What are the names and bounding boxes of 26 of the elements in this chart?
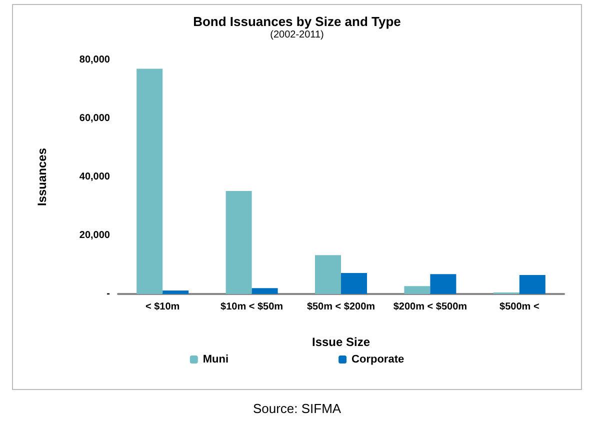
x-tick-label: $10m < $50m xyxy=(220,302,284,312)
bar xyxy=(226,191,252,294)
y-tick-label: 40,000 xyxy=(79,172,110,182)
y-tick-label: 60,000 xyxy=(79,113,110,124)
bar xyxy=(404,286,430,294)
source-note: Source: SIFMA xyxy=(252,401,342,416)
y-tick-label: 20,000 xyxy=(79,230,110,241)
x-tick-label: < $10m xyxy=(146,302,180,312)
bar xyxy=(315,255,341,294)
bar xyxy=(252,288,278,294)
chart-title: Bond Issuances by Size and Type xyxy=(193,14,401,29)
bar xyxy=(162,290,189,294)
x-axis-title: Issue Size xyxy=(312,335,370,349)
x-tick-label: $200m < $500m xyxy=(393,302,468,312)
legend-label: Corporate xyxy=(352,354,404,366)
bar xyxy=(519,274,546,294)
bar xyxy=(430,274,456,294)
chart-subtitle: (2002-2011) xyxy=(270,30,324,40)
x-tick-label: $50m < $200m xyxy=(306,302,376,312)
bar xyxy=(341,272,367,294)
x-tick-label: $500m < xyxy=(500,302,540,312)
y-axis-title: Issuances xyxy=(35,148,49,206)
legend-label: Muni xyxy=(202,354,229,366)
bar xyxy=(136,68,163,294)
y-tick-label: - xyxy=(106,288,110,300)
y-tick-label: 80,000 xyxy=(79,54,110,66)
